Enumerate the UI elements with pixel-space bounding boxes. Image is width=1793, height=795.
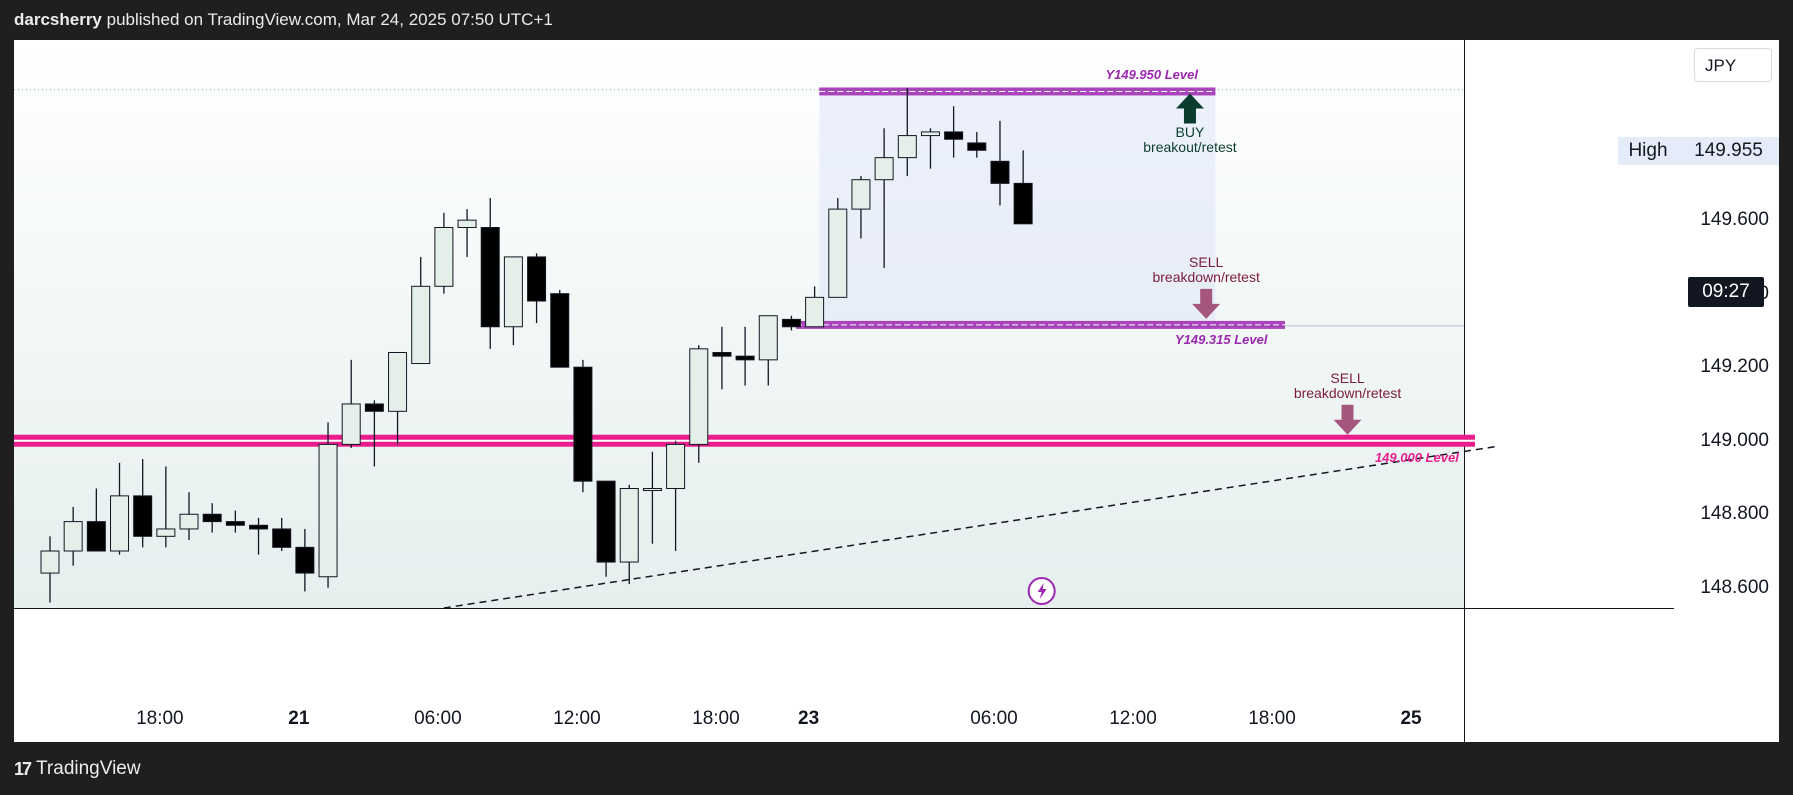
sell-note-2: SELL breakdown/retest (1293, 369, 1402, 401)
candle-body (712, 351, 732, 357)
candle-body (805, 296, 825, 328)
candle-body (179, 513, 199, 530)
candle-body (920, 131, 940, 137)
high-label: High (1618, 137, 1678, 165)
candle-body (341, 403, 361, 445)
candle-body (758, 315, 778, 361)
candle-body (596, 480, 616, 563)
candle-body (156, 528, 176, 537)
sell-arrow-icon (1192, 288, 1221, 319)
candle-body (249, 524, 269, 530)
time-tick: 23 (798, 708, 820, 729)
candle-body (735, 355, 755, 361)
candle-body (457, 219, 477, 228)
candle-body (897, 135, 917, 159)
candle-body (295, 546, 315, 574)
candle-body (225, 521, 245, 526)
candle-body (666, 443, 686, 490)
time-tick: 06:00 (414, 708, 462, 729)
publish-text: published on TradingView.com, Mar 24, 20… (106, 10, 553, 29)
candle-body (781, 318, 801, 328)
candle-body (967, 142, 987, 151)
sell-note-1: SELL breakdown/retest (1152, 253, 1260, 285)
author-name[interactable]: darcsherry (14, 10, 102, 29)
time-tick: 25 (1400, 708, 1422, 729)
candle-body (202, 513, 222, 523)
sell-arrow-icon (1333, 404, 1362, 435)
candle-body (110, 495, 130, 552)
candle-body (133, 495, 153, 537)
time-tick: 21 (288, 708, 310, 729)
time-tick: 12:00 (1109, 708, 1157, 729)
level-label-149950: Y149.950 Level (1105, 67, 1198, 83)
candle-body (642, 488, 662, 492)
time-tick: 12:00 (553, 708, 601, 729)
candle-body (689, 348, 709, 445)
time-tick: 18:00 (1248, 708, 1296, 729)
candle-body (1013, 182, 1033, 225)
time-tick: 18:00 (136, 708, 184, 729)
price-tick: 149.000 (1700, 429, 1769, 451)
currency-button[interactable]: JPY (1694, 48, 1772, 82)
candle-body (828, 208, 848, 298)
price-tick: 149.200 (1700, 356, 1769, 378)
price-tick: 148.600 (1700, 576, 1769, 598)
candle-body (434, 226, 454, 287)
candle-body (990, 160, 1010, 184)
candle-body (272, 528, 292, 548)
tv-logo-mark-icon: 17 (14, 758, 32, 779)
candle-body (527, 256, 547, 302)
tradingview-logo[interactable]: 17 TradingView (14, 758, 141, 780)
candle-body (550, 293, 570, 368)
candle-body (364, 403, 384, 412)
candle-body (619, 488, 639, 563)
candle-body (944, 131, 964, 140)
lightning-glyph-icon (1037, 583, 1047, 599)
price-tick: 149.600 (1700, 209, 1769, 231)
level-label-149315: Y149.315 Level (1174, 331, 1268, 347)
candle-body (40, 550, 60, 574)
high-price-label: 149.955 (1678, 137, 1779, 165)
candle-body (411, 285, 431, 365)
candle-body (388, 351, 408, 412)
buy-arrow-icon (1175, 93, 1204, 124)
chart-frame[interactable]: 150.000149.800149.600149.400149.200149.0… (14, 40, 1779, 742)
candle-body (480, 226, 500, 328)
candle-body (874, 157, 894, 181)
publish-info: darcsherry published on TradingView.com,… (14, 10, 553, 30)
candle-body (573, 366, 593, 482)
candle-body (318, 443, 338, 578)
bar-countdown: 09:27 (1688, 277, 1764, 307)
level-label-149000: 149.000 Level (1374, 449, 1459, 465)
trendline (443, 445, 1499, 609)
tv-logo-text: TradingView (36, 758, 141, 779)
time-tick: 06:00 (970, 708, 1018, 729)
candle-body (86, 521, 106, 552)
time-tick: 18:00 (692, 708, 740, 729)
candle-body (851, 179, 871, 210)
price-chart[interactable] (14, 40, 1674, 742)
price-tick: 148.800 (1700, 503, 1769, 525)
candle-body (63, 521, 83, 552)
candle-body (503, 256, 523, 328)
buy-note: BUY breakout/retest (1143, 124, 1237, 156)
